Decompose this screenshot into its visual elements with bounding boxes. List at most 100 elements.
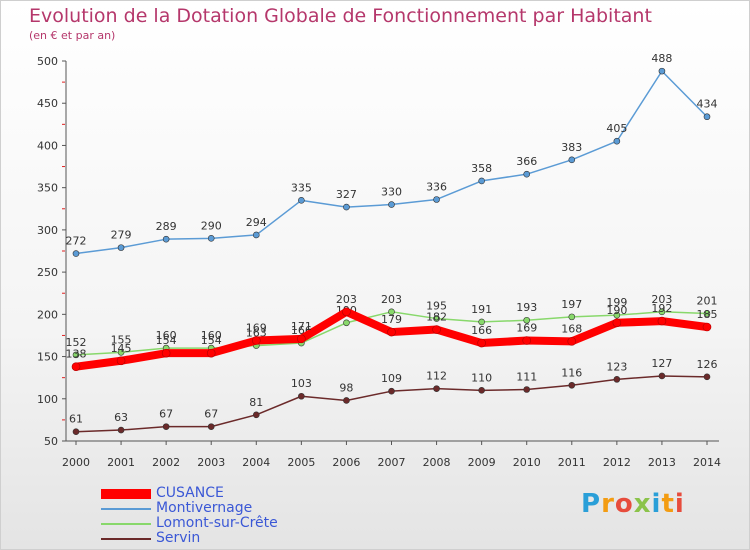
data-point-servin bbox=[613, 376, 621, 383]
data-label-lomont-sur-cr-te: 199 bbox=[606, 296, 627, 309]
logo-letter: x bbox=[633, 489, 652, 519]
y-tick-label: 150 bbox=[37, 351, 58, 364]
data-label-lomont-sur-cr-te: 191 bbox=[471, 303, 492, 316]
data-label-montivernage: 405 bbox=[606, 122, 627, 135]
data-point-servin bbox=[433, 385, 440, 392]
data-point-servin bbox=[478, 387, 485, 394]
legend-item-lomont-sur-cr-te: Lomont-sur-Crête bbox=[101, 515, 321, 532]
data-label-cusance: 169 bbox=[516, 322, 537, 335]
x-tick-label: 2012 bbox=[603, 456, 631, 469]
data-point-servin bbox=[117, 426, 125, 434]
data-point-montivernage bbox=[613, 137, 621, 145]
legend-label: CUSANCE bbox=[156, 485, 224, 501]
data-label-cusance: 168 bbox=[561, 322, 582, 335]
data-label-cusance: 154 bbox=[201, 334, 222, 347]
data-label-lomont-sur-cr-te: 203 bbox=[381, 293, 402, 306]
y-tick-label: 250 bbox=[37, 266, 58, 279]
data-label-lomont-sur-cr-te: 203 bbox=[651, 293, 672, 306]
y-tick-label: 400 bbox=[37, 139, 58, 152]
data-point-lomont-sur-cr-te bbox=[117, 349, 125, 356]
data-point-montivernage bbox=[252, 231, 260, 239]
data-point-cusance bbox=[342, 307, 351, 317]
data-point-cusance bbox=[657, 316, 667, 326]
chart-subtitle: (en € et par an) bbox=[29, 29, 116, 42]
data-point-montivernage bbox=[207, 235, 215, 242]
data-point-cusance bbox=[71, 362, 81, 371]
data-label-servin: 111 bbox=[516, 370, 537, 383]
legend-item-montivernage: Montivernage bbox=[101, 500, 321, 517]
data-point-montivernage bbox=[117, 244, 125, 251]
chart-title: Evolution de la Dotation Globale de Fonc… bbox=[29, 5, 652, 27]
data-label-montivernage: 279 bbox=[111, 229, 132, 242]
data-point-cusance bbox=[251, 336, 261, 345]
data-label-servin: 116 bbox=[561, 366, 582, 379]
data-point-lomont-sur-cr-te bbox=[72, 351, 80, 359]
data-point-servin bbox=[72, 428, 80, 436]
x-tick-label: 2011 bbox=[558, 456, 586, 469]
y-tick-label: 100 bbox=[37, 393, 58, 406]
legend-swatch bbox=[101, 489, 151, 499]
data-label-montivernage: 358 bbox=[471, 162, 492, 175]
data-label-lomont-sur-cr-te: 160 bbox=[201, 329, 222, 342]
y-tick-label: 500 bbox=[37, 55, 58, 68]
data-label-servin: 112 bbox=[426, 370, 447, 383]
proxiti-logo: Proxiti bbox=[581, 489, 685, 519]
x-tick-label: 2005 bbox=[287, 456, 315, 469]
data-label-montivernage: 290 bbox=[201, 219, 222, 232]
data-point-servin bbox=[207, 423, 215, 430]
x-tick-label: 2006 bbox=[332, 456, 360, 469]
data-label-montivernage: 434 bbox=[697, 98, 718, 111]
x-tick-label: 2004 bbox=[242, 456, 270, 469]
x-tick-label: 2001 bbox=[107, 456, 135, 469]
data-label-lomont-sur-cr-te: 195 bbox=[426, 300, 447, 313]
y-tick-label: 50 bbox=[44, 435, 58, 448]
data-label-cusance: 179 bbox=[381, 313, 402, 326]
data-point-servin bbox=[568, 381, 576, 389]
x-tick-label: 2008 bbox=[423, 456, 451, 469]
data-point-servin bbox=[162, 423, 170, 430]
logo-letter: t bbox=[661, 489, 675, 519]
y-tick-label: 350 bbox=[37, 182, 58, 195]
legend-swatch bbox=[101, 523, 151, 525]
data-point-montivernage bbox=[568, 156, 576, 164]
data-label-montivernage: 294 bbox=[246, 216, 267, 229]
data-label-servin: 98 bbox=[339, 381, 353, 394]
data-label-servin: 110 bbox=[471, 371, 492, 384]
data-label-montivernage: 327 bbox=[336, 188, 357, 201]
data-label-cusance: 171 bbox=[291, 320, 312, 333]
data-label-montivernage: 336 bbox=[426, 180, 447, 193]
data-label-lomont-sur-cr-te: 155 bbox=[111, 333, 132, 346]
data-label-montivernage: 289 bbox=[156, 220, 177, 233]
data-point-montivernage bbox=[343, 203, 350, 211]
data-point-montivernage bbox=[523, 170, 531, 178]
data-point-montivernage bbox=[162, 235, 170, 243]
data-label-lomont-sur-cr-te: 160 bbox=[156, 329, 177, 342]
data-point-cusance bbox=[477, 338, 486, 348]
x-tick-label: 2009 bbox=[468, 456, 496, 469]
data-point-cusance bbox=[387, 327, 396, 337]
data-label-cusance: 169 bbox=[246, 322, 267, 335]
data-point-montivernage bbox=[72, 250, 80, 257]
data-point-lomont-sur-cr-te bbox=[388, 308, 395, 316]
data-point-cusance bbox=[161, 348, 171, 358]
data-label-servin: 126 bbox=[697, 358, 718, 371]
data-point-servin bbox=[343, 397, 350, 404]
data-point-servin bbox=[298, 392, 305, 400]
data-point-servin bbox=[523, 386, 531, 393]
data-point-lomont-sur-cr-te bbox=[658, 308, 666, 316]
data-label-cusance: 154 bbox=[156, 334, 177, 347]
data-point-servin bbox=[252, 411, 260, 419]
data-label-cusance: 190 bbox=[606, 304, 627, 317]
data-label-lomont-sur-cr-te: 193 bbox=[516, 301, 537, 314]
data-point-lomont-sur-cr-te bbox=[703, 310, 711, 317]
data-label-servin: 123 bbox=[606, 360, 627, 373]
x-tick-label: 2010 bbox=[513, 456, 541, 469]
data-label-servin: 67 bbox=[159, 408, 173, 421]
data-point-montivernage bbox=[298, 197, 305, 204]
data-point-lomont-sur-cr-te bbox=[568, 313, 576, 321]
legend-label: Lomont-sur-Crête bbox=[156, 515, 278, 531]
data-label-cusance: 182 bbox=[426, 311, 447, 324]
logo-letter: i bbox=[651, 489, 662, 519]
data-label-servin: 103 bbox=[291, 377, 312, 390]
data-point-lomont-sur-cr-te bbox=[613, 311, 621, 319]
